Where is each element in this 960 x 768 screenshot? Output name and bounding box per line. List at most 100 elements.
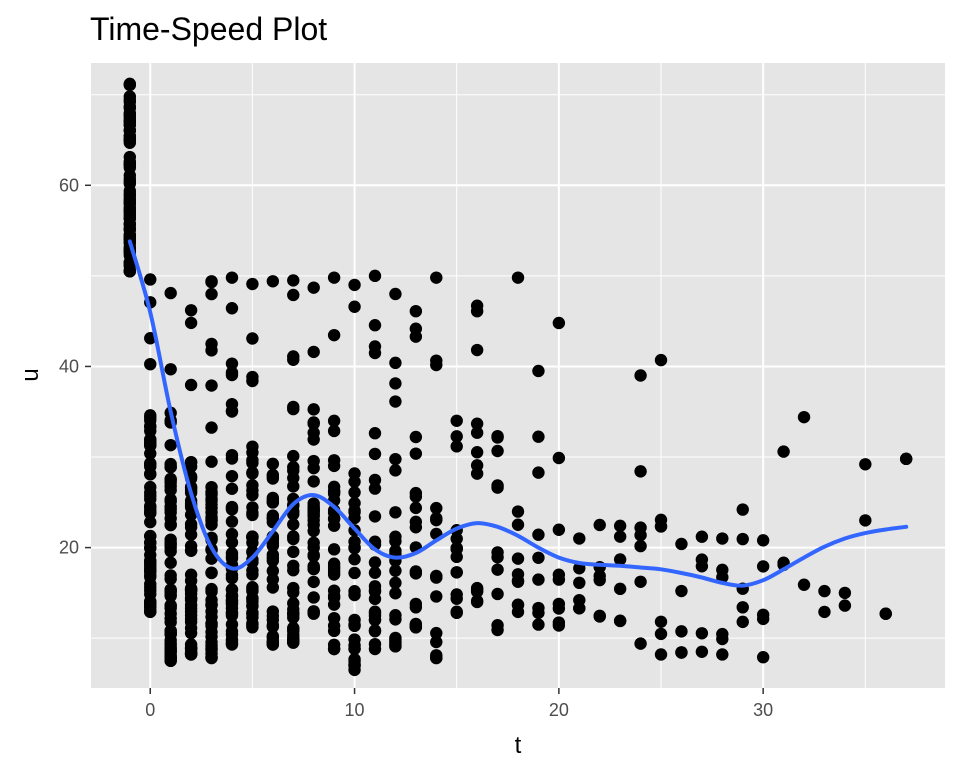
data-point — [287, 480, 300, 493]
data-point — [389, 464, 402, 477]
data-point — [797, 410, 811, 424]
data-point — [246, 467, 259, 480]
data-point — [532, 551, 545, 564]
data-point — [327, 611, 341, 625]
data-point — [144, 460, 157, 473]
data-point — [634, 369, 647, 382]
data-point — [164, 585, 177, 598]
data-point — [287, 621, 300, 635]
data-point — [287, 586, 300, 599]
data-point — [818, 605, 831, 619]
data-point — [225, 583, 239, 596]
data-point — [144, 568, 157, 582]
data-point — [470, 343, 484, 357]
data-point — [266, 564, 280, 578]
data-point — [327, 424, 341, 438]
data-point — [123, 256, 137, 269]
data-point — [307, 281, 320, 294]
data-points — [123, 77, 913, 677]
data-point — [430, 590, 443, 603]
data-point — [491, 587, 504, 601]
minor-gridlines — [91, 63, 945, 688]
data-point — [327, 642, 341, 656]
data-point — [184, 316, 198, 330]
data-point — [246, 484, 259, 497]
data-point — [430, 635, 443, 649]
data-point — [307, 605, 320, 618]
data-point — [695, 645, 709, 658]
data-point — [246, 581, 259, 594]
data-point — [246, 564, 259, 577]
data-point — [266, 468, 280, 482]
data-point — [716, 532, 729, 545]
data-point — [287, 353, 300, 366]
data-point — [450, 532, 463, 545]
data-point — [144, 480, 157, 494]
data-point — [430, 626, 443, 640]
data-point — [859, 458, 872, 471]
data-point — [450, 414, 463, 427]
data-point — [470, 467, 484, 480]
data-point — [675, 537, 688, 551]
data-point — [675, 625, 688, 638]
data-point — [389, 587, 402, 600]
data-point — [123, 229, 137, 242]
data-point — [348, 300, 361, 313]
data-point — [184, 378, 198, 392]
data-point — [225, 618, 239, 631]
data-point — [368, 637, 382, 651]
data-point — [266, 548, 280, 561]
data-point — [144, 584, 157, 597]
data-point — [409, 515, 423, 529]
data-point — [327, 543, 341, 556]
data-point — [838, 586, 852, 600]
data-point — [613, 582, 627, 596]
data-point — [838, 599, 852, 612]
data-point — [409, 567, 423, 580]
data-point — [450, 430, 463, 443]
data-point — [593, 569, 606, 583]
data-point — [287, 631, 300, 645]
x-axis: 0 10 20 30 — [145, 688, 773, 720]
data-point — [266, 496, 280, 509]
data-point — [307, 433, 320, 446]
data-point — [225, 637, 239, 650]
data-point — [450, 605, 463, 618]
data-point — [307, 575, 320, 589]
data-point — [164, 438, 177, 452]
data-point — [777, 445, 790, 458]
data-point — [184, 609, 198, 622]
data-point — [225, 404, 239, 418]
data-point — [654, 648, 668, 661]
data-point — [491, 479, 504, 492]
data-point — [123, 78, 137, 91]
data-point — [430, 651, 443, 664]
data-point — [573, 532, 586, 545]
data-point — [123, 108, 137, 121]
data-point — [491, 546, 504, 559]
data-point — [307, 403, 320, 416]
data-point — [266, 620, 280, 633]
data-point — [184, 539, 198, 553]
data-point — [532, 573, 545, 586]
data-point — [246, 611, 259, 624]
x-tick-label: 20 — [549, 700, 569, 720]
data-point — [348, 585, 361, 598]
data-point — [634, 539, 647, 553]
data-point — [511, 518, 525, 531]
data-point — [225, 628, 239, 641]
data-point — [266, 457, 280, 471]
data-point — [552, 316, 566, 330]
data-point — [225, 609, 239, 622]
data-point — [164, 286, 177, 300]
data-point — [184, 508, 198, 521]
data-point — [266, 581, 280, 594]
data-point — [184, 647, 198, 660]
data-point — [246, 277, 259, 291]
data-point — [879, 607, 892, 620]
data-point — [225, 448, 239, 462]
data-point — [470, 426, 484, 439]
data-point — [695, 553, 709, 566]
data-point — [266, 509, 280, 522]
data-point — [552, 451, 566, 465]
